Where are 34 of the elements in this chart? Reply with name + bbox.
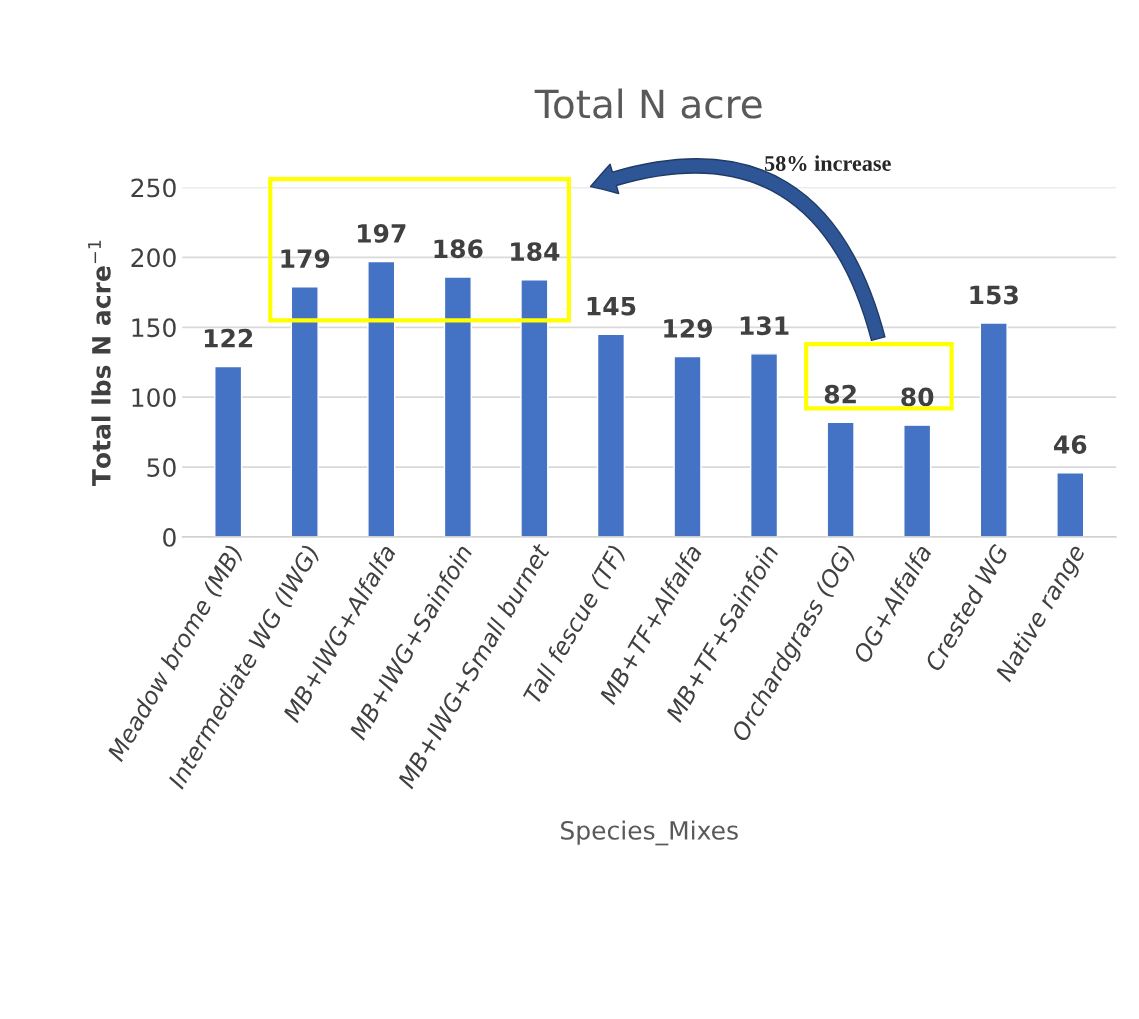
- y-tick-label: 100: [132, 388, 176, 408]
- bar: [903, 424, 932, 538]
- bar: [367, 260, 396, 538]
- y-tick-label: 50: [147, 458, 176, 477]
- bar: [826, 421, 855, 538]
- bar: [749, 353, 779, 538]
- data-label: 131: [740, 316, 789, 336]
- bar: [443, 276, 472, 538]
- data-label: 197: [358, 223, 406, 243]
- y-tick-label: 200: [131, 248, 176, 268]
- data-label: 186: [434, 239, 483, 259]
- chart-title: Total N acre: [534, 88, 762, 119]
- bar: [290, 286, 319, 538]
- x-axis-title: Species_Mixes: [561, 820, 738, 846]
- y-tick-label: 150: [132, 318, 176, 338]
- data-label: 129: [664, 319, 712, 338]
- data-label: 153: [970, 285, 1018, 305]
- data-label: 145: [587, 296, 636, 316]
- y-axis-title: Total lbs N acre$^{−1}$: [88, 240, 111, 487]
- data-label: 179: [281, 249, 330, 269]
- data-label: 122: [204, 328, 253, 348]
- y-tick-label: 250: [131, 178, 176, 198]
- bar: [979, 322, 1008, 538]
- data-label: 82: [824, 384, 856, 404]
- bar: [520, 279, 549, 538]
- data-label: 46: [1054, 435, 1087, 454]
- y-tick-label: 0: [163, 527, 176, 547]
- bar: [596, 333, 626, 538]
- data-label: 184: [511, 242, 560, 262]
- bar: [673, 355, 702, 538]
- bar: [1056, 472, 1085, 538]
- data-label: 80: [901, 387, 934, 407]
- text: 58% increase: [764, 155, 891, 172]
- bar: [214, 365, 243, 538]
